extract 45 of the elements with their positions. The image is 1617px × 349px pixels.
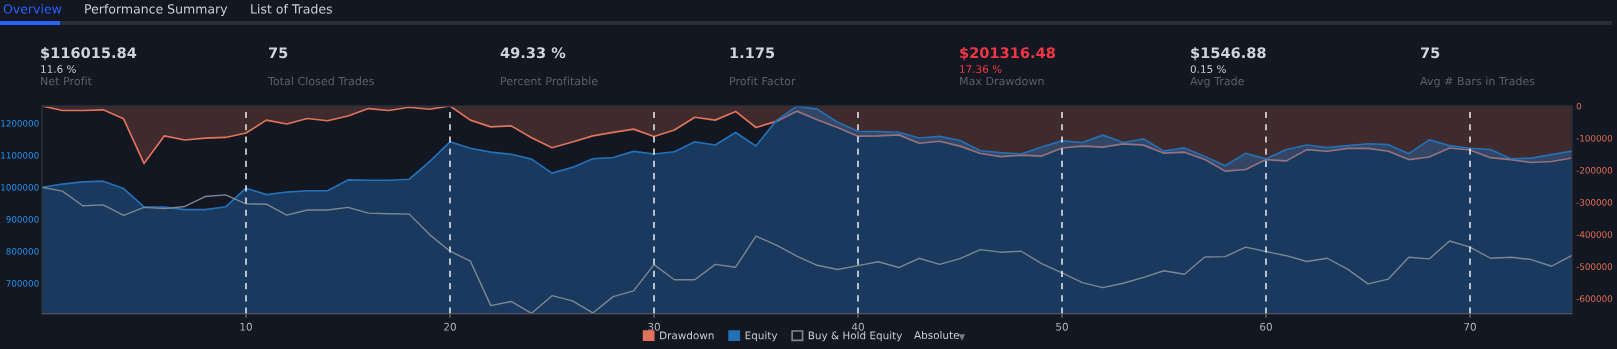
text: Profit Factor: [730, 76, 796, 86]
text: Overview: [3, 3, 62, 14]
text: $201316.48: [960, 46, 1055, 61]
text: 0.15 %: [1190, 65, 1226, 74]
y-tick-label: 1200000: [1, 120, 39, 127]
x-tick-label: 20: [444, 322, 456, 331]
legend-label: Drawdown: [660, 331, 714, 340]
text: $116015.84: [41, 46, 137, 61]
y2-tick-label: -400000: [1576, 231, 1613, 238]
text: 75: [268, 47, 288, 59]
legend-label: Equity: [745, 331, 778, 342]
text: 75: [1420, 47, 1440, 59]
legend-label: Buy & Hold Equity: [808, 331, 903, 342]
y-tick-label: 900000: [6, 216, 39, 223]
x-tick-label: 60: [1260, 322, 1272, 331]
text: Avg # Bars in Trades: [1420, 76, 1535, 88]
x-tick-label: 30: [648, 322, 660, 331]
x-tick-label: 70: [1464, 322, 1476, 331]
y-tick-label: 1100000: [1, 152, 39, 159]
text: 1.175: [730, 47, 775, 59]
text: Total Closed Trades: [267, 76, 374, 86]
y2-tick-label: -200000: [1576, 167, 1613, 174]
y2-tick-label: -600000: [1576, 295, 1613, 302]
text: 17.36 %: [960, 65, 1002, 74]
text: Percent Profitable: [501, 76, 598, 86]
y2-tick-label: -100000: [1576, 134, 1613, 142]
line-series: [42, 186, 1572, 314]
y-tick-label: 800000: [6, 248, 39, 255]
y-tick-label: 700000: [6, 280, 39, 287]
x-tick-label: 40: [851, 322, 864, 331]
y2-tick-label: 0: [1576, 102, 1582, 110]
text: 11.6 %: [41, 65, 76, 74]
text: Absolute: [914, 330, 959, 340]
text: $1546.88: [1191, 46, 1266, 61]
text: Net Profit: [41, 76, 92, 86]
text: Max Drawdown: [960, 76, 1044, 86]
y-tick-label: 1000000: [1, 184, 39, 191]
text: List of Trades: [251, 3, 332, 14]
y2-tick-label: -500000: [1576, 263, 1613, 270]
y2-tick-label: -300000: [1576, 199, 1613, 206]
x-tick-label: 50: [1056, 322, 1068, 331]
text: Performance Summary: [85, 3, 228, 17]
text: 49.33 %: [500, 47, 566, 59]
text: Avg Trade: [1190, 76, 1244, 88]
x-tick-label: 10: [240, 322, 252, 331]
